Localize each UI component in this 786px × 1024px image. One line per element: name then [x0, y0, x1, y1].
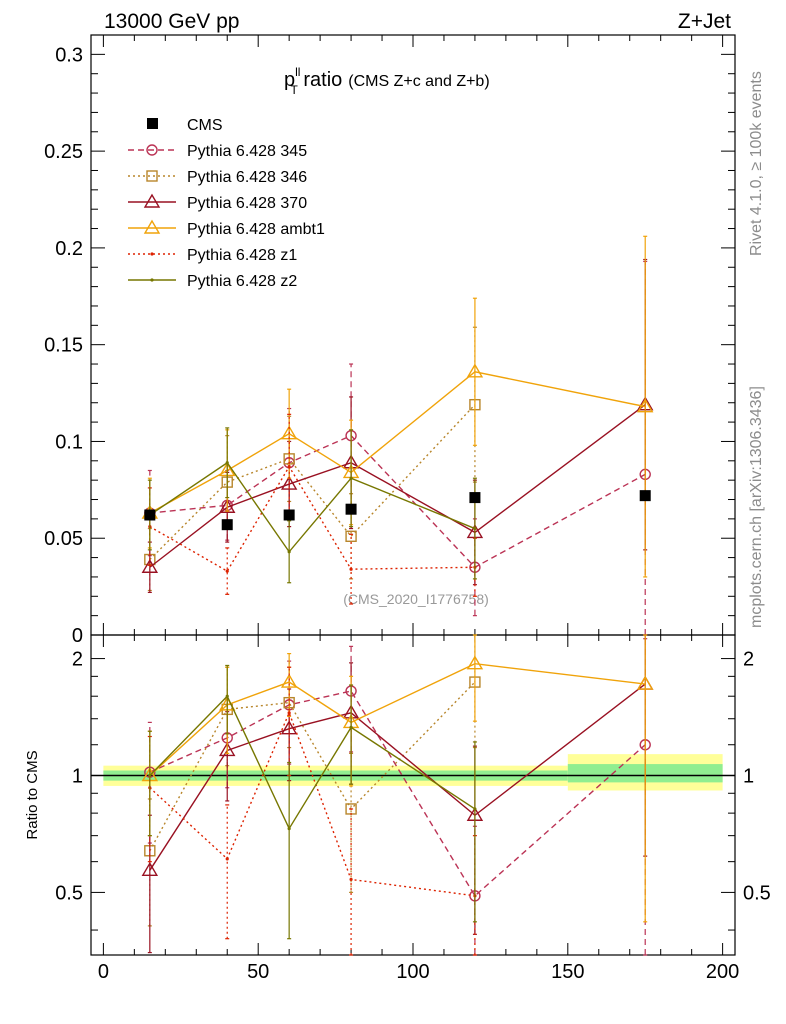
main-marker: [141, 558, 159, 573]
ratio-line-ambt1: [149, 662, 646, 777]
main-title: pll T ratio (CMS Z+c and Z+b): [284, 65, 490, 97]
ratio-line-p370: [149, 683, 646, 871]
legend-label: Pythia 6.428 z1: [187, 247, 297, 264]
main-marker: [225, 461, 229, 465]
main-line-ambt1: [149, 371, 646, 514]
ratio-ytick-label: 2: [72, 649, 83, 671]
main-ytick-label: 0.3: [55, 44, 83, 66]
legend-label: Pythia 6.428 345: [187, 143, 307, 160]
ratio-marker: [148, 773, 152, 778]
ratio-marker: [219, 742, 236, 757]
ratio-series-p345: [144, 638, 651, 956]
ratio-ytick-label: 1: [72, 765, 83, 787]
ratio-marker: [473, 807, 477, 811]
cms-data: [144, 490, 651, 531]
ratio-ytick-label-right: 1: [743, 765, 754, 787]
legend-label: Pythia 6.428 370: [187, 195, 307, 212]
ratio-line-p345: [149, 690, 646, 897]
main-ytick-label: 0.1: [55, 431, 83, 453]
header-process: 13000 GeV pp: [104, 10, 240, 33]
ratio-xtick-label: 200: [706, 961, 739, 983]
legend-marker: [146, 144, 158, 156]
ratio-marker: [280, 673, 298, 688]
header-analysis: Z+Jet: [677, 10, 731, 33]
ratio-marker: [225, 857, 229, 861]
ratio-ytick-label-right: 0.5: [743, 882, 771, 904]
title-sub: T: [290, 83, 298, 97]
main-marker: [349, 476, 353, 480]
main-series-p370: [141, 258, 654, 594]
main-ytick-label: 0: [72, 625, 83, 647]
main-ytick-label: 0.05: [44, 528, 83, 550]
ratio-marker: [636, 675, 654, 690]
ratio-marker: [287, 826, 291, 831]
ratio-marker: [349, 877, 353, 882]
main-marker: [280, 475, 298, 490]
cms-data-point: [639, 490, 651, 502]
main-marker: [287, 550, 291, 554]
main-ytick-label: 0.2: [55, 238, 83, 260]
ratio-ylabel: Ratio to CMS: [24, 750, 41, 839]
cms-data-point: [221, 519, 233, 531]
legend-marker: [150, 278, 154, 282]
legend-label: Pythia 6.428 z2: [187, 273, 297, 290]
ratio-series-z2: [147, 664, 477, 940]
ratio-xtick-label: 50: [247, 961, 269, 983]
main-marker: [636, 398, 654, 413]
ratio-line-z1: [149, 710, 476, 897]
title-sup: ll: [295, 65, 300, 79]
main-ytick-label: 0.15: [44, 335, 83, 357]
main-line-p370: [149, 404, 646, 568]
legend-marker: [146, 170, 158, 182]
analysis-watermark: (CMS_2020_I1776758): [343, 591, 489, 607]
ratio-xtick-label: 100: [396, 961, 429, 983]
main-ytick-label: 0.25: [44, 141, 83, 163]
ratio-marker: [141, 861, 159, 877]
ratio-xtick-label: 150: [551, 961, 584, 983]
cms-data-point: [144, 509, 156, 521]
main-marker: [287, 465, 291, 469]
main-marker: [349, 567, 353, 571]
ratio-ytick-label-right: 2: [743, 649, 754, 671]
cms-data-point: [283, 509, 295, 521]
main-marker: [473, 526, 477, 531]
ratio-marker: [287, 711, 291, 715]
legend-label: Pythia 6.428 346: [187, 169, 307, 186]
ratio-marker: [466, 655, 484, 670]
legend-marker: [143, 219, 161, 234]
main-marker: [225, 569, 229, 573]
ratio-marker: [225, 694, 229, 698]
main-series-p346: [144, 326, 481, 592]
ratio-xtick-label: 0: [98, 961, 109, 983]
main-marker: [219, 498, 236, 513]
main-line-p345: [149, 434, 646, 569]
main-marker: [345, 530, 357, 542]
legend-cms-label: CMS: [187, 117, 223, 134]
ratio-series-p370: [141, 634, 654, 954]
title-detail: (CMS Z+c and Z+b): [348, 73, 489, 90]
main-series-p345: [144, 260, 651, 636]
main-marker: [466, 363, 484, 378]
legend-marker: [150, 252, 154, 256]
cms-data-point: [345, 503, 357, 515]
title-rest: ratio: [298, 69, 342, 91]
ratio-series-z1: [147, 666, 477, 956]
legend-cms-marker: [147, 118, 158, 129]
ratio-ytick-label: 0.5: [55, 882, 83, 904]
ratio-line-p346: [149, 681, 476, 852]
legend-label: Pythia 6.428 ambt1: [187, 221, 325, 238]
ratio-marker: [349, 725, 353, 729]
legend-marker: [143, 193, 161, 208]
title-p: p: [284, 69, 295, 91]
cms-data-point: [469, 492, 481, 504]
legend: CMS Pythia 6.428 345 Pythia 6.428 346 Pythi…: [128, 117, 325, 290]
